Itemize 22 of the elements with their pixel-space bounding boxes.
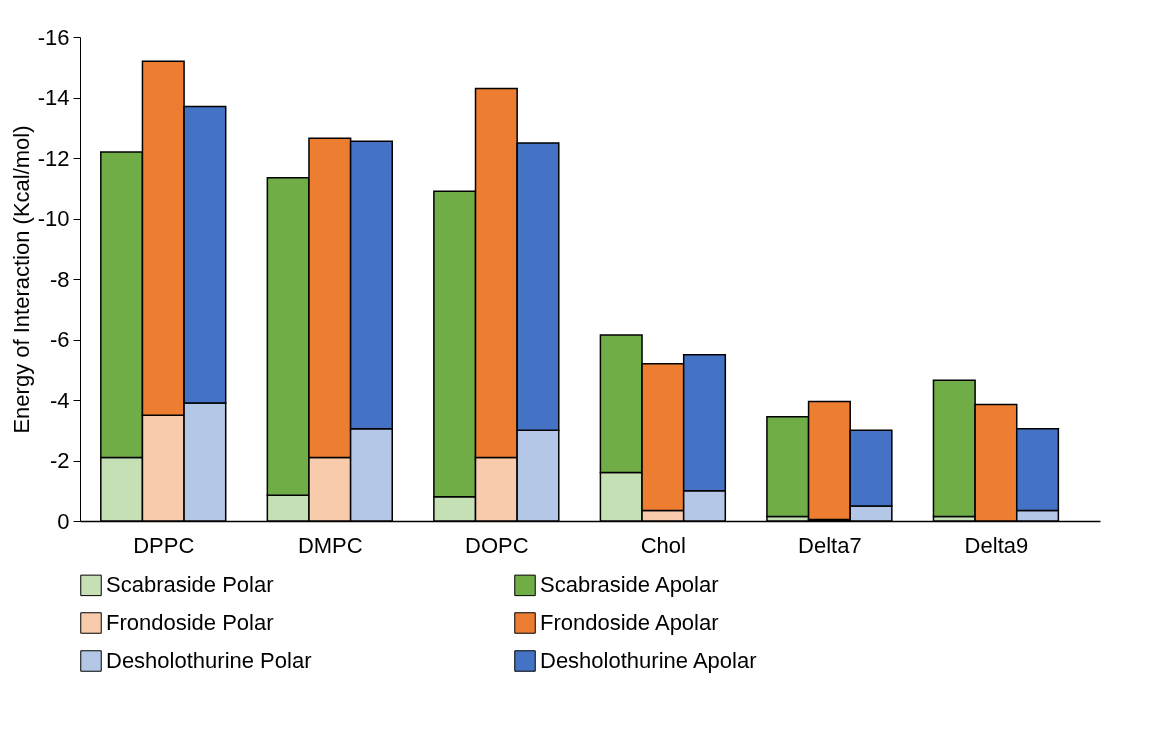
y-tick-label: -12 <box>37 145 70 171</box>
x-tick-label: Delta9 <box>964 532 1029 558</box>
x-tick-label: DPPC <box>133 532 195 558</box>
x-tick-label: Chol <box>640 532 686 558</box>
legend-label: Frondoside Polar <box>106 610 274 635</box>
x-tick-label: Delta7 <box>798 532 862 558</box>
y-tick-label: -16 <box>37 24 70 50</box>
y-tick-label: -14 <box>37 85 70 110</box>
y-axis-title: Energy of Interaction (Kcal/mol) <box>8 125 34 434</box>
x-tick-label: DOPC <box>465 532 529 558</box>
y-tick-label: -6 <box>49 327 70 352</box>
legend-label: Desholothurine Polar <box>106 648 312 673</box>
y-tick-label: -8 <box>49 266 70 292</box>
legend-label: Scabraside Polar <box>106 572 274 598</box>
y-tick-label: 0 <box>57 508 70 534</box>
y-tick-label: -10 <box>37 206 70 231</box>
legend-label: Frondoside Apolar <box>540 610 719 635</box>
y-tick-label: -4 <box>49 387 70 413</box>
legend-label: Desholothurine Apolar <box>540 648 757 673</box>
y-tick-label: -2 <box>49 448 70 473</box>
legend-label: Scabraside Apolar <box>540 572 719 598</box>
x-tick-label: DMPC <box>297 532 363 558</box>
